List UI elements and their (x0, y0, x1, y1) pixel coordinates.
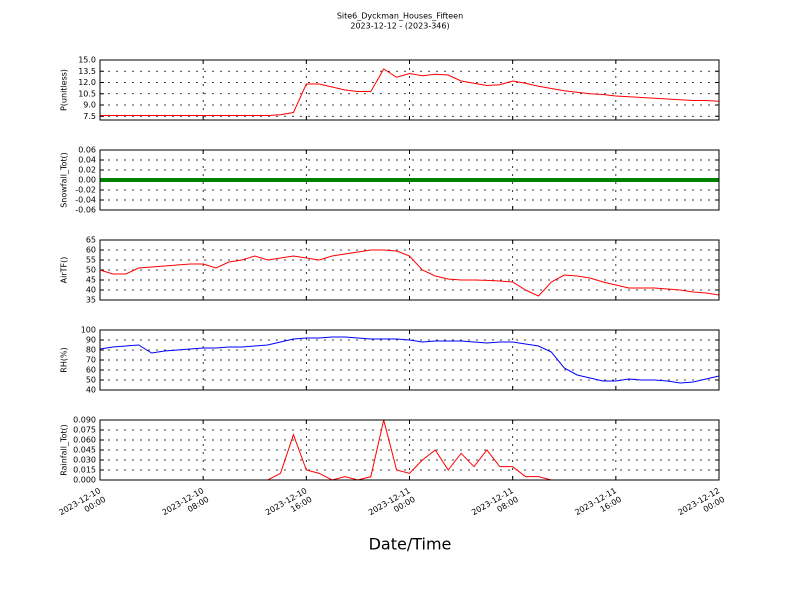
y-tick-label: 60 (86, 246, 96, 255)
plot-frame (99, 149, 720, 211)
y-tick-label: 0.04 (78, 156, 96, 165)
y-tick-label: 12.0 (78, 78, 96, 87)
y-tick-label: 45 (86, 276, 96, 285)
y-tick-label: 40 (86, 386, 96, 395)
y-tick-label: 7.5 (83, 112, 96, 121)
y-tick-label: 65 (86, 236, 96, 245)
plot-frame (99, 329, 720, 391)
chart-subtitle: 2023-12-12 - (2023-346) (350, 22, 449, 31)
y-tick-label: 0.000 (73, 476, 96, 485)
plot-frame (99, 419, 720, 481)
y-tick-label: 0.00 (78, 176, 96, 185)
y-axis-label: P(unitless) (60, 69, 69, 111)
chart-title: Site6_Dyckman_Houses_Fifteen (337, 12, 463, 21)
y-tick-label: 40 (86, 286, 96, 295)
y-axis-label: RH(%) (60, 347, 69, 372)
data-line (99, 249, 720, 297)
y-tick-label: -0.04 (75, 196, 96, 205)
y-tick-label: 0.075 (73, 426, 96, 435)
y-tick-label: 35 (86, 296, 96, 305)
x-axis-label: Date/Time (369, 535, 452, 554)
y-tick-label: 0.02 (78, 166, 96, 175)
y-tick-label: 9.0 (83, 101, 96, 110)
y-tick-label: 15.0 (78, 56, 96, 65)
y-tick-label: 55 (86, 256, 96, 265)
data-line (99, 336, 720, 384)
y-axis-label: Snowfall_Tot() (60, 152, 69, 208)
y-axis-label: Rainfall_Tot() (60, 424, 69, 476)
y-tick-label: 0.060 (73, 436, 96, 445)
y-tick-label: 60 (86, 366, 96, 375)
y-tick-label: 80 (86, 346, 96, 355)
y-tick-label: 10.5 (78, 89, 96, 98)
plot-frame (99, 239, 720, 301)
y-tick-label: 100 (81, 326, 96, 335)
y-tick-label: 0.030 (73, 456, 96, 465)
y-tick-label: -0.06 (75, 206, 96, 215)
y-tick-label: 0.090 (73, 416, 96, 425)
y-tick-label: 13.5 (78, 67, 96, 76)
data-line (100, 68, 720, 116)
y-tick-label: 0.06 (78, 146, 96, 155)
y-tick-label: 0.015 (73, 466, 96, 475)
y-tick-label: 90 (86, 336, 96, 345)
y-tick-label: 70 (86, 356, 96, 365)
y-tick-label: 50 (86, 266, 96, 275)
y-tick-label: -0.02 (75, 186, 96, 195)
y-tick-label: 50 (86, 376, 96, 385)
y-axis-label: AirTF() (60, 257, 69, 284)
plot-frame (99, 59, 720, 121)
y-tick-label: 0.045 (73, 446, 96, 455)
